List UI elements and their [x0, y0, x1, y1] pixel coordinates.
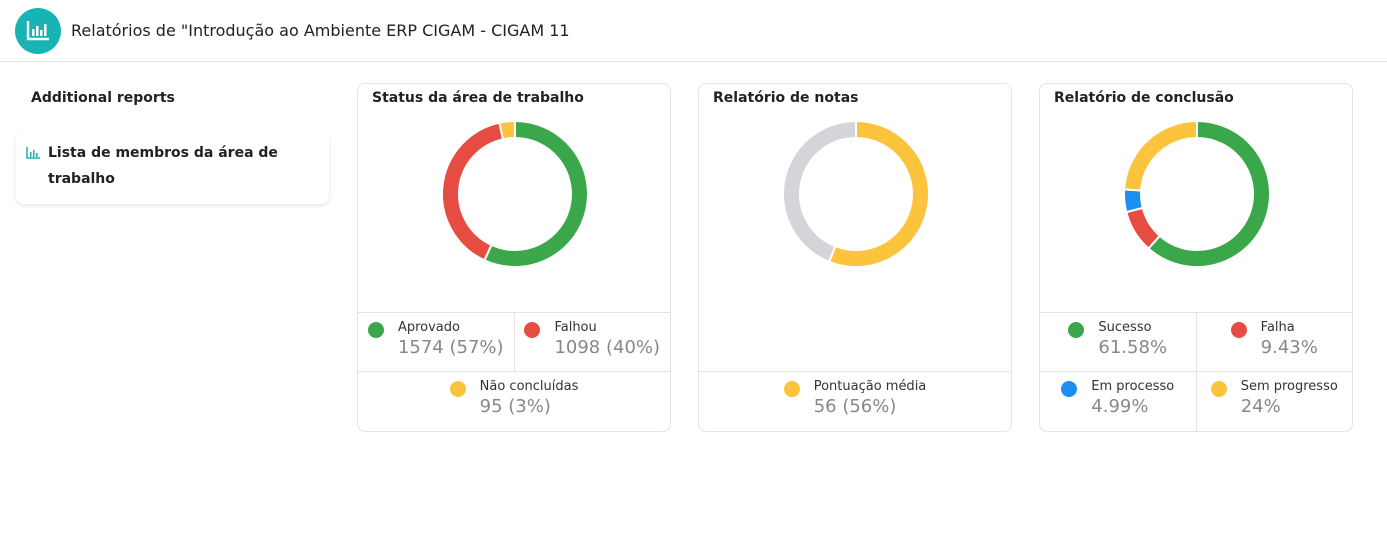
donut-slice — [782, 119, 857, 264]
donut-slice — [1123, 188, 1144, 214]
bar-chart-icon — [26, 147, 40, 159]
donut-chart — [1123, 119, 1271, 268]
donut-slice — [441, 121, 505, 262]
card-completion-report: Relatório de conclusão Sucesso 61.58% Fal… — [1039, 83, 1353, 432]
sidebar-item-member-list[interactable]: Lista de membros da área de trabalho — [16, 130, 329, 204]
legend-item: Pontuação média 56 (56%) — [699, 372, 1011, 430]
card-title: Status da área de trabalho — [372, 90, 584, 106]
donut-chart — [782, 119, 930, 268]
donut-chart — [441, 119, 589, 268]
sidebar-item-label: Lista de membros da área de trabalho — [48, 145, 278, 187]
legend-item: Sem progresso 24% — [1195, 372, 1353, 431]
legend-item: Aprovado 1574 (57%) — [358, 313, 514, 371]
sidebar-title: Additional reports — [31, 90, 175, 106]
legend-item: Sucesso 61.58% — [1040, 313, 1196, 371]
legend-item: Falha 9.43% — [1195, 313, 1353, 371]
sidebar: Additional reports Lista de membros da á… — [16, 84, 329, 204]
card-title: Relatório de conclusão — [1054, 90, 1234, 106]
donut-slice — [483, 119, 589, 268]
donut-slice — [498, 119, 516, 141]
donut-slice — [1123, 119, 1198, 192]
card-workspace-status: Status da área de trabalho Aprovado 1574 … — [357, 83, 671, 432]
legend-item: Falhou 1098 (40%) — [513, 313, 671, 371]
legend-item: Em processo 4.99% — [1040, 372, 1196, 431]
bar-chart-icon — [15, 7, 61, 54]
donut-slice — [827, 119, 930, 268]
card-grades-report: Relatório de notas Pontuação média 56 (56… — [698, 83, 1012, 432]
legend-item: Não concluídas 95 (3%) — [358, 372, 670, 431]
donut-slice — [1125, 206, 1162, 250]
page-title: Relatórios de "Introdução ao Ambiente ER… — [71, 21, 570, 40]
donut-slice — [1147, 119, 1271, 268]
card-title: Relatório de notas — [713, 90, 859, 106]
header: Relatórios de "Introdução ao Ambiente ER… — [0, 0, 1387, 62]
